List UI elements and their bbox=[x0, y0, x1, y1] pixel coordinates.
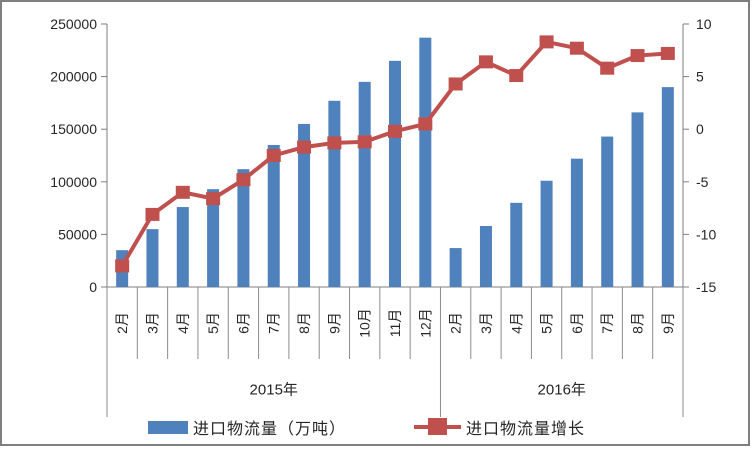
right-axis-tick-label: 10 bbox=[696, 16, 712, 32]
x-axis-month-label: 3月 bbox=[144, 312, 160, 334]
line-marker bbox=[509, 69, 524, 83]
line-series-swatch bbox=[414, 418, 461, 435]
legend-item-import-growth: 进口物流量增长 bbox=[414, 414, 585, 440]
left-axis-tick-label: 50000 bbox=[58, 226, 97, 242]
bar bbox=[207, 189, 220, 287]
bar bbox=[449, 248, 462, 287]
bar bbox=[601, 136, 614, 287]
x-axis-month-label: 7月 bbox=[599, 312, 615, 334]
bar bbox=[389, 60, 401, 287]
bar bbox=[146, 229, 159, 287]
left-axis-tick-label: 100000 bbox=[50, 174, 97, 190]
bar bbox=[298, 123, 311, 287]
line-marker bbox=[115, 259, 130, 273]
line-marker bbox=[266, 149, 281, 162]
x-axis-month-label: 2月 bbox=[114, 312, 130, 334]
legend-label-import-growth: 进口物流量增长 bbox=[466, 421, 586, 438]
x-axis-month-label: 6月 bbox=[569, 312, 585, 334]
line-marker bbox=[539, 35, 554, 49]
legend-label-import-volume: 进口物流量（万吨） bbox=[193, 421, 347, 438]
line-marker bbox=[388, 124, 402, 138]
chart-legend: 进口物流量（万吨） 进口物流量增长 bbox=[0, 408, 753, 442]
line-marker bbox=[357, 135, 372, 149]
bar bbox=[237, 169, 250, 287]
bar bbox=[570, 158, 583, 287]
line-marker-swatch bbox=[428, 418, 447, 435]
line-marker bbox=[660, 46, 675, 60]
x-axis-month-label: 9月 bbox=[660, 312, 676, 334]
legend-item-import-volume: 进口物流量（万吨） bbox=[148, 414, 346, 440]
line-marker bbox=[630, 49, 645, 63]
line-marker bbox=[600, 61, 615, 75]
x-axis-month-label: 10月 bbox=[357, 308, 373, 338]
x-axis-month-label: 11月 bbox=[387, 309, 403, 338]
bar bbox=[661, 87, 674, 288]
line-marker bbox=[418, 117, 433, 131]
x-axis-month-label: 8月 bbox=[630, 312, 646, 334]
x-axis-month-label: 4月 bbox=[175, 312, 191, 334]
right-axis-tick-label: -5 bbox=[696, 174, 709, 190]
x-axis-month-label: 2月 bbox=[448, 312, 464, 334]
left-axis-tick-label: 0 bbox=[89, 279, 97, 295]
x-axis-year-label: 2015年 bbox=[250, 382, 298, 399]
x-axis-month-label: 4月 bbox=[508, 312, 524, 334]
right-axis-tick-label: 5 bbox=[696, 69, 704, 85]
bar bbox=[328, 100, 341, 288]
x-axis-year-label: 2016年 bbox=[538, 382, 586, 399]
x-axis-month-label: 6月 bbox=[235, 312, 251, 334]
right-axis-tick-label: 0 bbox=[696, 121, 704, 137]
bar bbox=[176, 207, 189, 287]
line-marker bbox=[327, 136, 342, 150]
x-axis-month-label: 5月 bbox=[205, 312, 221, 334]
bar-series-swatch bbox=[148, 420, 188, 434]
bar bbox=[419, 37, 432, 288]
line-marker bbox=[206, 192, 221, 206]
bar bbox=[510, 202, 523, 287]
x-axis-month-label: 8月 bbox=[296, 312, 312, 334]
left-axis-tick-label: 150000 bbox=[50, 121, 97, 137]
bar bbox=[479, 225, 492, 287]
x-axis-month-label: 12月 bbox=[417, 308, 433, 338]
line-marker bbox=[569, 41, 584, 55]
line-marker bbox=[145, 207, 160, 221]
x-axis-month-label: 3月 bbox=[478, 312, 494, 334]
x-axis-month-label: 5月 bbox=[539, 312, 555, 334]
bar bbox=[267, 144, 280, 287]
line-marker bbox=[175, 185, 190, 199]
bar bbox=[631, 112, 644, 287]
line-marker bbox=[448, 77, 463, 91]
right-axis-tick-label: -10 bbox=[696, 226, 716, 242]
bar bbox=[540, 180, 553, 287]
left-axis-tick-label: 250000 bbox=[50, 16, 97, 32]
x-axis-month-label: 9月 bbox=[326, 312, 342, 334]
bar bbox=[358, 81, 371, 287]
line-marker bbox=[236, 173, 251, 187]
right-axis-tick-label: -15 bbox=[696, 279, 716, 295]
left-axis-tick-label: 200000 bbox=[50, 69, 97, 85]
x-axis-month-label: 7月 bbox=[266, 312, 282, 334]
line-marker bbox=[297, 140, 312, 154]
line-marker bbox=[478, 55, 493, 69]
